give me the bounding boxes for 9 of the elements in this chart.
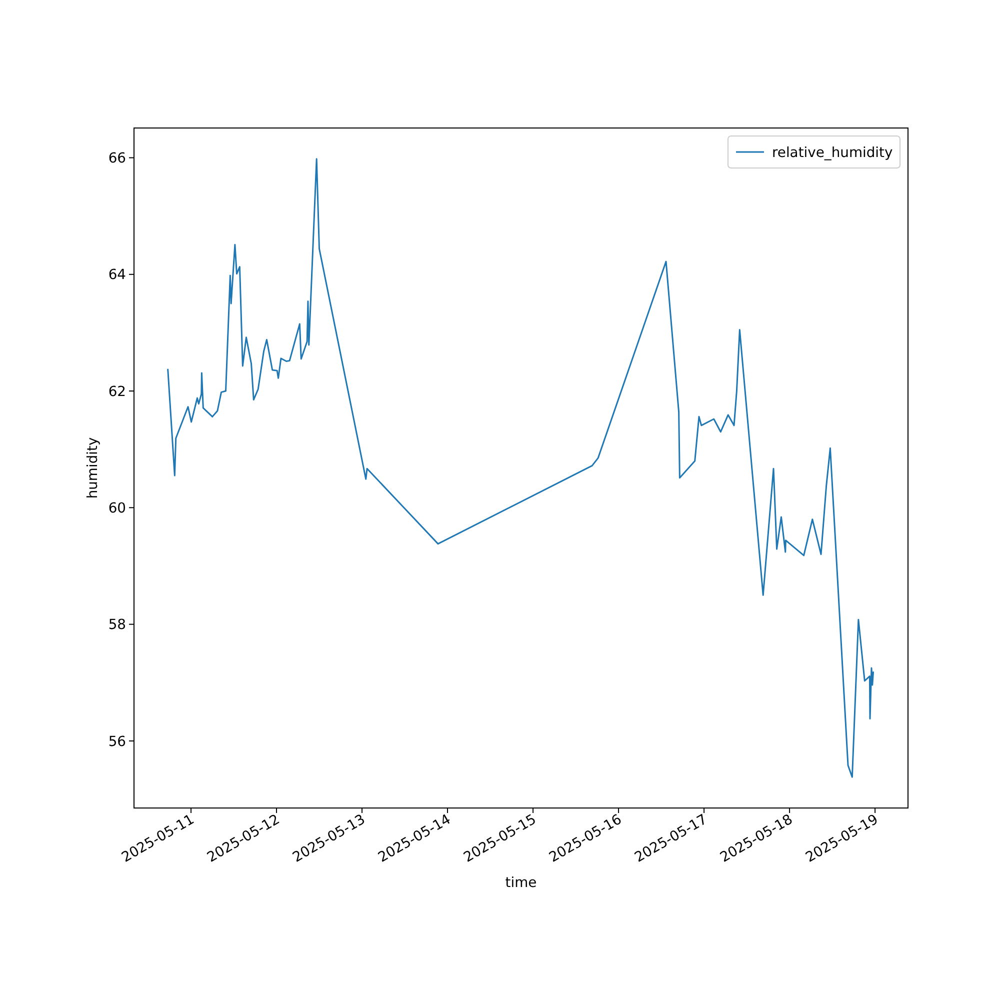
y-axis-title: humidity — [85, 437, 101, 499]
y-tick-label: 64 — [108, 267, 126, 284]
y-tick-label: 66 — [108, 150, 126, 167]
legend-label: relative_humidity — [772, 145, 893, 161]
y-tick-label: 62 — [108, 384, 126, 400]
x-axis-title: time — [505, 875, 537, 891]
y-tick-label: 58 — [108, 617, 126, 634]
y-tick-label: 56 — [108, 734, 126, 750]
y-tick-label: 60 — [108, 500, 126, 517]
